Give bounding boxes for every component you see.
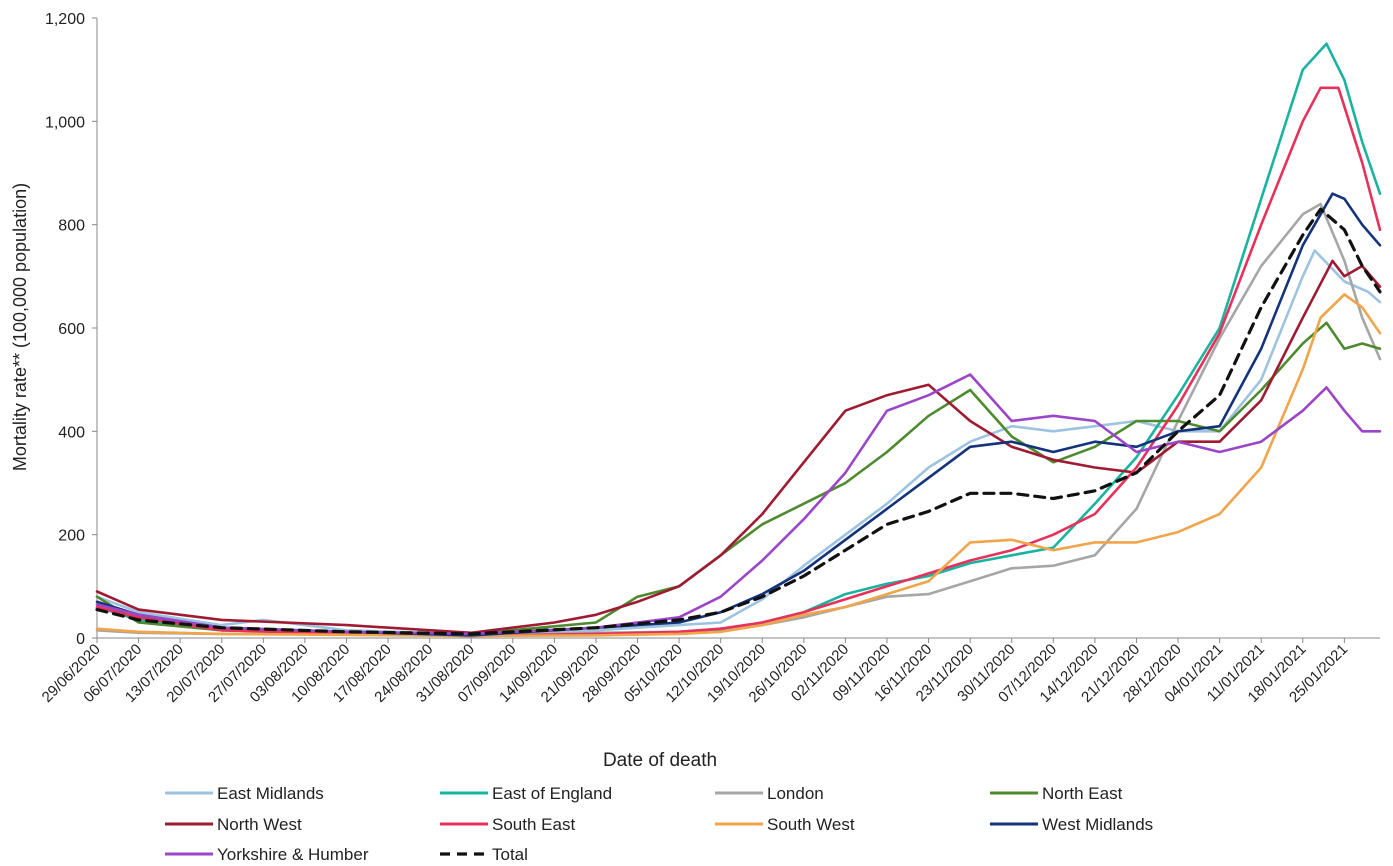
y-axis-title: Mortality rate** (100,000 population) <box>10 183 30 471</box>
legend-label: North East <box>1042 784 1123 803</box>
legend-item-south-east: South East <box>440 815 575 834</box>
y-tick-label: 1,200 <box>45 11 85 28</box>
legend-item-total: Total <box>440 845 528 864</box>
legend-item-north-west: North West <box>165 815 302 834</box>
y-tick-label: 0 <box>76 631 85 648</box>
legend-label: North West <box>217 815 302 834</box>
y-axis: 0 200 400 600 800 1,000 1,200 <box>45 11 98 648</box>
x-axis-title: Date of death <box>603 750 717 771</box>
series-line-west-midlands <box>95 192 1382 637</box>
legend-item-london: London <box>715 784 824 803</box>
series-layer <box>95 42 1382 638</box>
legend-item-yorkshire-humber: Yorkshire & Humber <box>165 845 369 864</box>
legend-label: East Midlands <box>217 784 324 803</box>
series-line-total <box>95 207 1382 636</box>
legend-item-east-midlands: East Midlands <box>165 784 324 803</box>
legend-label: London <box>767 784 824 803</box>
y-tick-label: 800 <box>58 218 85 235</box>
x-axis: 29/06/202006/07/202013/07/202020/07/2020… <box>39 637 1380 706</box>
y-tick-label: 400 <box>58 424 85 441</box>
legend-item-west-midlands: West Midlands <box>990 815 1153 834</box>
legend-label: South West <box>767 815 855 834</box>
y-tick-label: 600 <box>58 321 85 338</box>
series-line-south-east <box>95 86 1382 638</box>
legend-item-east-of-england: East of England <box>440 784 612 803</box>
legend-item-south-west: South West <box>715 815 855 834</box>
series-line-east-of-england <box>95 42 1382 637</box>
y-tick-label: 1,000 <box>45 114 85 131</box>
legend-item-north-east: North East <box>990 784 1123 803</box>
legend-label: East of England <box>492 784 612 803</box>
series-line-yorkshire-humber <box>95 373 1382 636</box>
series-line-north-east <box>95 321 1382 636</box>
y-tick-label: 200 <box>58 528 85 545</box>
series-line-london <box>95 202 1382 637</box>
legend-label: Total <box>492 845 528 864</box>
legend-label: South East <box>492 815 575 834</box>
legend-label: Yorkshire & Humber <box>217 845 369 864</box>
legend: East Midlands East of England London North … <box>165 784 1153 864</box>
series-line-south-west <box>95 293 1382 638</box>
series-line-north-west <box>95 259 1382 635</box>
legend-label: West Midlands <box>1042 815 1153 834</box>
